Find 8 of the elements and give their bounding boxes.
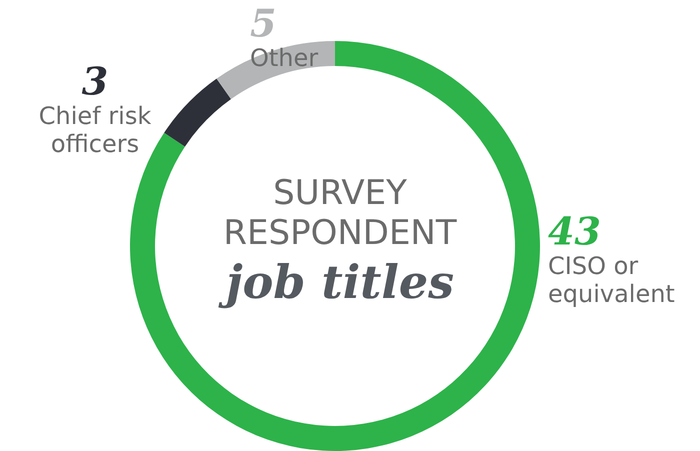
data-label: 43: [548, 208, 601, 254]
data-label: 5: [250, 0, 276, 46]
slice-label: CISO or equivalent: [548, 252, 675, 308]
slice-label: Other: [250, 44, 318, 72]
text: job titles: [218, 255, 454, 309]
slice-label: Chief risk officers: [38, 102, 152, 158]
text: SURVEY RESPONDENT: [223, 173, 457, 253]
data-label: 3: [82, 58, 108, 104]
